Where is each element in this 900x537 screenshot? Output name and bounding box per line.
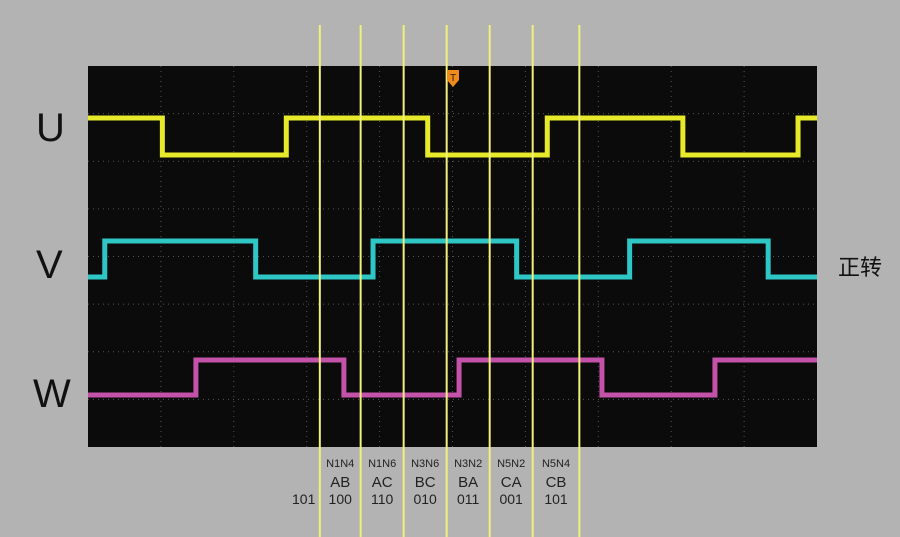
trigger-marker-label: T: [450, 73, 456, 84]
interval-phase-pair: N1N4: [326, 458, 355, 470]
waveform-w: [88, 357, 817, 398]
interval-code: 110: [370, 491, 394, 507]
interval-phase-pair: N3N6: [411, 458, 440, 470]
direction-annotation: 正转: [838, 255, 883, 280]
interval-phase-pair: N1N6: [368, 458, 397, 470]
interval-conducting: AC: [371, 474, 393, 491]
interval-conducting: CB: [545, 474, 567, 491]
interval-phase-pair: N5N4: [541, 458, 571, 470]
interval-code: 100: [328, 491, 352, 507]
interval-conducting: BA: [458, 474, 479, 491]
series-label-u: U: [36, 106, 65, 150]
interval-phase-pair: N3N2: [454, 458, 483, 470]
series-label-w: W: [33, 372, 71, 416]
waveform-u: [88, 115, 817, 158]
interval-code: 101: [544, 491, 568, 507]
series-label-v: V: [36, 243, 63, 287]
interval-code: 010: [413, 491, 437, 507]
interval-code: 011: [457, 491, 480, 507]
waveform-v: [88, 238, 817, 280]
interval-phase-pair: N5N2: [497, 458, 526, 470]
start-code: 101: [292, 491, 316, 507]
interval-conducting: BC: [414, 474, 436, 491]
interval-conducting: AB: [330, 474, 351, 491]
trigger-marker-icon: [447, 70, 459, 87]
interval-code: 001: [499, 491, 523, 507]
interval-conducting: CA: [500, 474, 522, 491]
